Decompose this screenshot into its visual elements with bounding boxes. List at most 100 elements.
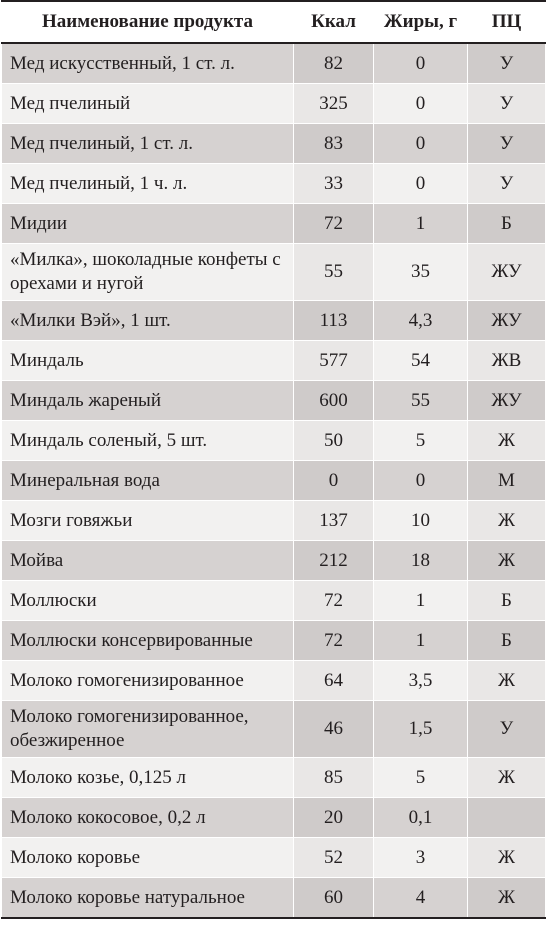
cell-kcal: 72 bbox=[293, 203, 374, 244]
cell-pc: ЖУ bbox=[467, 380, 546, 421]
table-row: Молоко кокосовое, 0,2 л 20 0,1 bbox=[1, 797, 546, 838]
table-row: Мед пчелиный, 1 ст. л. 83 0 У bbox=[1, 123, 546, 164]
table-row: Мозги говяжьи 137 10 Ж bbox=[1, 500, 546, 541]
cell-kcal: 85 bbox=[293, 757, 374, 798]
cell-pc: Ж bbox=[467, 837, 546, 878]
cell-fat: 0 bbox=[373, 123, 468, 164]
cell-kcal: 137 bbox=[293, 500, 374, 541]
cell-fat: 0 bbox=[373, 460, 468, 501]
cell-pc: Ж bbox=[467, 420, 546, 461]
cell-kcal: 33 bbox=[293, 163, 374, 204]
cell-product-name: Миндаль bbox=[1, 340, 294, 381]
cell-product-name: Молоко коровье bbox=[1, 837, 294, 878]
cell-pc: ЖУ bbox=[467, 243, 546, 301]
table-row: Моллюски консервированные 72 1 Б bbox=[1, 620, 546, 661]
table-row: Мед пчелиный, 1 ч. л. 33 0 У bbox=[1, 163, 546, 204]
cell-kcal: 82 bbox=[293, 42, 374, 84]
table-row: Молоко козье, 0,125 л 85 5 Ж bbox=[1, 757, 546, 798]
cell-product-name: Молоко гомогенизированное, обезжиренное bbox=[1, 700, 294, 758]
cell-pc: У bbox=[467, 163, 546, 204]
table-row: Мидии 72 1 Б bbox=[1, 203, 546, 244]
cell-fat: 10 bbox=[373, 500, 468, 541]
cell-pc: Ж bbox=[467, 877, 546, 919]
table-row: Миндаль 577 54 ЖВ bbox=[1, 340, 546, 381]
cell-fat: 1 bbox=[373, 620, 468, 661]
cell-fat: 1 bbox=[373, 203, 468, 244]
cell-kcal: 212 bbox=[293, 540, 374, 581]
cell-product-name: Миндаль соленый, 5 шт. bbox=[1, 420, 294, 461]
cell-product-name: «Милки Вэй», 1 шт. bbox=[1, 300, 294, 341]
table-row: Моллюски 72 1 Б bbox=[1, 580, 546, 621]
cell-pc: ЖУ bbox=[467, 300, 546, 341]
table-row: Молоко коровье 52 3 Ж bbox=[1, 837, 546, 878]
table-row: Мойва 212 18 Ж bbox=[1, 540, 546, 581]
cell-fat: 0 bbox=[373, 42, 468, 84]
cell-kcal: 55 bbox=[293, 243, 374, 301]
cell-product-name: Моллюски bbox=[1, 580, 294, 621]
cell-pc bbox=[467, 797, 546, 838]
table-row: Мед искусственный, 1 ст. л. 82 0 У bbox=[1, 42, 546, 84]
cell-kcal: 325 bbox=[293, 83, 374, 124]
cell-product-name: Мидии bbox=[1, 203, 294, 244]
cell-fat: 3 bbox=[373, 837, 468, 878]
cell-kcal: 20 bbox=[293, 797, 374, 838]
cell-product-name: Молоко гомогенизированное bbox=[1, 660, 294, 701]
cell-fat: 1 bbox=[373, 580, 468, 621]
cell-fat: 18 bbox=[373, 540, 468, 581]
cell-product-name: «Милка», шоколадные конфеты с орехами и … bbox=[1, 243, 294, 301]
cell-kcal: 52 bbox=[293, 837, 374, 878]
cell-pc: Б bbox=[467, 203, 546, 244]
table-row: «Милки Вэй», 1 шт. 113 4,3 ЖУ bbox=[1, 300, 546, 341]
cell-fat: 0,1 bbox=[373, 797, 468, 838]
cell-pc: М bbox=[467, 460, 546, 501]
cell-fat: 5 bbox=[373, 420, 468, 461]
table-row: «Милка», шоколадные конфеты с орехами и … bbox=[1, 243, 546, 301]
cell-pc: Ж bbox=[467, 540, 546, 581]
header-fat: Жиры, г bbox=[373, 0, 468, 44]
cell-product-name: Мед пчелиный, 1 ст. л. bbox=[1, 123, 294, 164]
cell-product-name: Минеральная вода bbox=[1, 460, 294, 501]
cell-fat: 4,3 bbox=[373, 300, 468, 341]
cell-pc: Б bbox=[467, 620, 546, 661]
cell-product-name: Молоко кокосовое, 0,2 л bbox=[1, 797, 294, 838]
cell-kcal: 600 bbox=[293, 380, 374, 421]
cell-kcal: 72 bbox=[293, 580, 374, 621]
cell-pc: ЖВ bbox=[467, 340, 546, 381]
table-row: Молоко гомогенизированное 64 3,5 Ж bbox=[1, 660, 546, 701]
cell-product-name: Моллюски консервированные bbox=[1, 620, 294, 661]
cell-pc: У bbox=[467, 700, 546, 758]
cell-kcal: 113 bbox=[293, 300, 374, 341]
cell-fat: 0 bbox=[373, 163, 468, 204]
cell-kcal: 0 bbox=[293, 460, 374, 501]
cell-product-name: Мед пчелиный, 1 ч. л. bbox=[1, 163, 294, 204]
table-row: Миндаль жареный 600 55 ЖУ bbox=[1, 380, 546, 421]
cell-product-name: Молоко коровье натуральное bbox=[1, 877, 294, 919]
cell-pc: У bbox=[467, 83, 546, 124]
cell-kcal: 60 bbox=[293, 877, 374, 919]
cell-fat: 54 bbox=[373, 340, 468, 381]
cell-product-name: Мозги говяжьи bbox=[1, 500, 294, 541]
cell-fat: 5 bbox=[373, 757, 468, 798]
cell-fat: 55 bbox=[373, 380, 468, 421]
cell-fat: 3,5 bbox=[373, 660, 468, 701]
table-row: Молоко гомогенизированное, обезжиренное 4… bbox=[1, 700, 546, 758]
table-row: Молоко коровье натуральное 60 4 Ж bbox=[1, 877, 546, 919]
cell-kcal: 50 bbox=[293, 420, 374, 461]
header-kcal: Ккал bbox=[293, 0, 374, 44]
cell-product-name: Миндаль жареный bbox=[1, 380, 294, 421]
cell-pc: У bbox=[467, 42, 546, 84]
cell-pc: Ж bbox=[467, 757, 546, 798]
cell-pc: Ж bbox=[467, 660, 546, 701]
cell-fat: 35 bbox=[373, 243, 468, 301]
cell-product-name: Мед искусственный, 1 ст. л. bbox=[1, 42, 294, 84]
table-row: Мед пчелиный 325 0 У bbox=[1, 83, 546, 124]
cell-kcal: 46 bbox=[293, 700, 374, 758]
cell-kcal: 577 bbox=[293, 340, 374, 381]
cell-pc: Б bbox=[467, 580, 546, 621]
nutrition-table: Наименование продукта Ккал Жиры, г ПЦ Ме… bbox=[1, 0, 546, 919]
table-header-row: Наименование продукта Ккал Жиры, г ПЦ bbox=[1, 0, 546, 44]
cell-kcal: 64 bbox=[293, 660, 374, 701]
table-row: Минеральная вода 0 0 М bbox=[1, 460, 546, 501]
cell-pc: У bbox=[467, 123, 546, 164]
cell-kcal: 83 bbox=[293, 123, 374, 164]
